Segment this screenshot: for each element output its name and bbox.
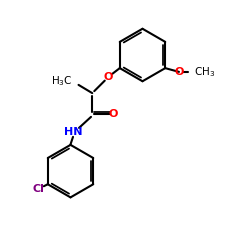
Text: H$_3$C: H$_3$C (51, 74, 72, 88)
Text: HN: HN (64, 128, 83, 138)
Text: Cl: Cl (32, 184, 44, 194)
Text: O: O (174, 67, 184, 77)
Text: CH$_3$: CH$_3$ (194, 65, 216, 79)
Text: O: O (109, 110, 118, 120)
Text: O: O (104, 72, 113, 82)
